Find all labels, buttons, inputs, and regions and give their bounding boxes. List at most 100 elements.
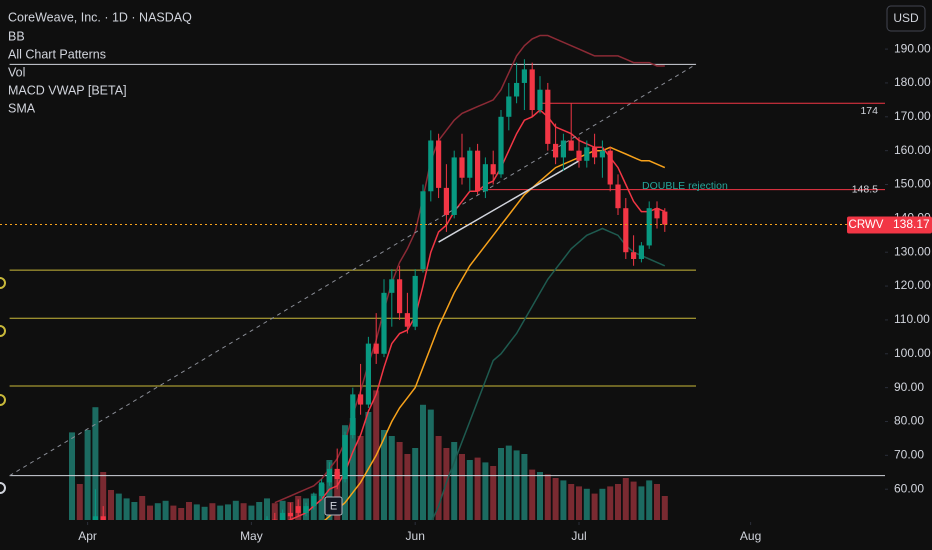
volume-bar — [599, 488, 606, 520]
symbol-label: CRWV — [849, 219, 884, 231]
candle-body — [233, 540, 238, 547]
chart-title: CoreWeave, Inc. · 1D · NASDAQ — [8, 10, 192, 24]
volume-bar — [615, 484, 621, 520]
volume-bar — [427, 409, 434, 520]
candle-body — [412, 275, 418, 327]
candle-body — [592, 147, 598, 158]
volume-bar — [381, 430, 387, 520]
candle-body — [295, 506, 301, 513]
volume-bar — [654, 484, 660, 520]
candle-body — [568, 140, 574, 151]
candle-body — [311, 495, 317, 507]
candle-body — [521, 69, 527, 83]
candle-body — [389, 279, 395, 293]
candle-body — [537, 89, 543, 111]
volume-bar — [232, 500, 239, 520]
level-label: 148.5 — [852, 183, 878, 195]
volume-bar — [186, 502, 192, 520]
y-tick-label: 100.00 — [894, 346, 931, 360]
volume-bar — [630, 481, 637, 520]
plot-area: 174 148.5 60.00 70.00 80.00 90.00 100.00 110.00… — [0, 34, 932, 550]
y-tick-label: 110.00 — [894, 312, 930, 326]
level-marker — [0, 482, 6, 494]
volume-bar — [334, 472, 341, 520]
candle-body — [381, 292, 387, 354]
candle-body — [451, 157, 457, 215]
volume-bar — [256, 502, 263, 520]
y-tick-label: 190.00 — [894, 41, 931, 55]
volume-bar — [162, 500, 169, 520]
volume-bar — [154, 503, 161, 520]
volume-bar — [178, 508, 185, 520]
candle-body — [373, 343, 379, 354]
candle-body — [482, 164, 488, 192]
level-marker — [0, 325, 6, 337]
y-tick-label: 130.00 — [894, 244, 931, 258]
volume-bar — [264, 498, 270, 520]
annotation: DOUBLE rejection — [642, 180, 728, 192]
level-marker — [0, 394, 6, 406]
volume-bar — [201, 506, 208, 520]
candle-body — [506, 96, 512, 117]
candle-body — [365, 343, 371, 405]
candle-body — [272, 519, 278, 520]
volume-bar — [396, 442, 403, 520]
x-tick-label: Apr — [78, 529, 97, 543]
candle-body — [85, 543, 90, 550]
volume-bar — [217, 505, 224, 520]
price-label: 138.17 — [893, 217, 930, 231]
volume-bar — [108, 490, 114, 520]
legend-entry: All Chart Patterns — [8, 47, 106, 61]
candle-body — [319, 482, 325, 496]
volume-bar — [583, 488, 590, 520]
volume-bar — [560, 480, 567, 520]
y-tick-label: 160.00 — [894, 143, 931, 157]
candle-body — [443, 187, 449, 215]
volume-bar — [388, 436, 395, 520]
candle-body — [646, 208, 652, 246]
volume-bar — [544, 474, 551, 520]
volume-bar — [607, 486, 614, 520]
volume-bar — [451, 442, 458, 520]
currency-button[interactable] — [886, 5, 926, 32]
candle-body — [467, 150, 473, 178]
volume-bar — [225, 504, 231, 520]
y-tick-label: 70.00 — [894, 448, 924, 462]
volume-bar — [115, 493, 122, 520]
candle-body — [599, 150, 605, 158]
volume-bar — [498, 448, 504, 520]
candle-body — [490, 164, 496, 175]
volume-bar — [131, 502, 138, 520]
candle-body — [654, 208, 660, 219]
event-marker[interactable] — [324, 496, 343, 516]
volume-bar — [240, 503, 247, 520]
trendline — [9, 63, 697, 477]
candle-body — [475, 150, 481, 192]
volume-bar — [537, 472, 543, 520]
overlay-line — [274, 34, 665, 504]
candle-body — [303, 506, 309, 513]
legend-entry: BB — [8, 29, 25, 43]
price-tag — [847, 216, 932, 234]
x-tick-label: Jul — [571, 529, 586, 543]
candle-body — [615, 184, 621, 209]
candle-body — [584, 147, 590, 161]
candle-body — [576, 150, 582, 161]
volume-bar — [505, 445, 512, 520]
y-tick-label: 150.00 — [894, 177, 931, 191]
overlay-line — [287, 109, 666, 520]
currency-label[interactable]: USD — [893, 11, 919, 25]
volume-bar — [513, 450, 520, 520]
level-label: 174 — [860, 105, 878, 117]
trendline — [438, 160, 580, 243]
volume-bar — [646, 480, 653, 520]
volume-bar — [638, 486, 645, 520]
event-label[interactable]: E — [330, 500, 337, 512]
y-tick-label: 60.00 — [894, 481, 924, 495]
volume-bar — [193, 504, 200, 520]
volume-bar — [76, 484, 83, 520]
volume-bar — [84, 430, 91, 520]
candle-body — [342, 435, 348, 480]
y-tick-label: 120.00 — [894, 278, 931, 292]
